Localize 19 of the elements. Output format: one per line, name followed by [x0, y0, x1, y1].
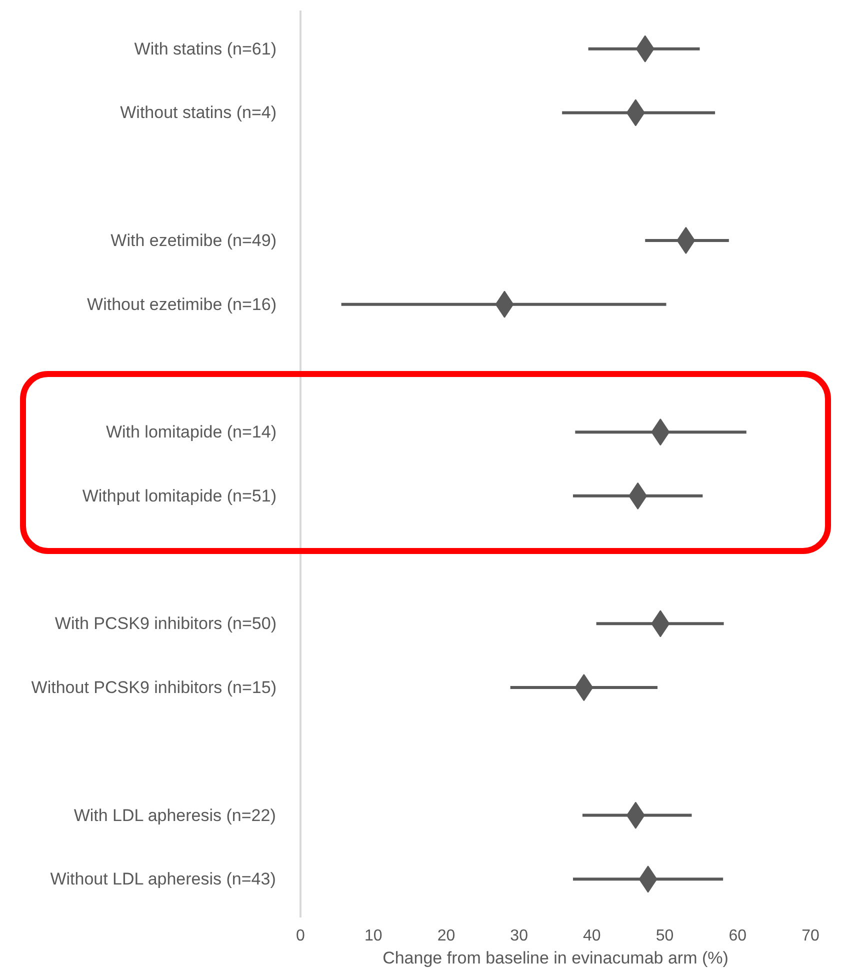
x-tick-label: 30 [510, 928, 528, 944]
x-tick-label: 60 [728, 928, 747, 944]
y-tick-label: Withput lomitapide (n=51) [82, 486, 277, 506]
x-tick-label: 40 [583, 928, 601, 944]
y-tick-label: Without ezetimibe (n=16) [87, 294, 277, 314]
y-tick-label: With lomitapide (n=14) [106, 422, 277, 442]
y-tick-label: Without statins (n=4) [120, 103, 277, 122]
y-tick-label: With PCSK9 inhibitors (n=50) [54, 614, 277, 634]
y-tick-label: With LDL apheresis (n=22) [74, 806, 276, 825]
x-tick-label: 50 [656, 928, 674, 944]
x-tick-label: 0 [296, 928, 306, 944]
x-tick-label: 20 [437, 928, 456, 944]
x-tick-label: 70 [802, 928, 820, 944]
x-tick-label: 10 [364, 928, 382, 944]
y-tick-label: Without PCSK9 inhibitors (n=15) [31, 678, 277, 698]
y-tick-label: With ezetimibe (n=49) [110, 230, 277, 250]
x-axis-title: Change from baseline in evinacumab arm (%) [382, 948, 728, 968]
y-tick-label: Without LDL apheresis (n=43) [50, 870, 276, 889]
y-tick-label: With statins (n=61) [134, 39, 277, 58]
